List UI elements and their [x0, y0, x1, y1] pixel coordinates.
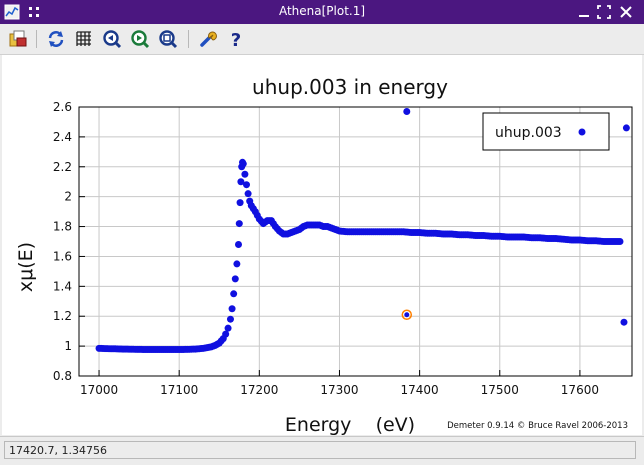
x-tick-label: 17200: [240, 383, 278, 397]
data-point: [235, 220, 243, 228]
x-tick-label: 17100: [160, 383, 198, 397]
y-tick-label: 1: [64, 339, 72, 353]
data-point: [269, 220, 277, 228]
data-point: [622, 124, 630, 132]
x-tick-label: 17300: [320, 383, 358, 397]
legend: uhup.003: [482, 112, 610, 151]
window-menu-icon[interactable]: [26, 4, 42, 20]
data-point: [236, 199, 244, 207]
data-points: [95, 107, 630, 354]
chart-title: uhup.003 in energy: [252, 75, 448, 99]
legend-label: uhup.003: [495, 125, 562, 141]
data-point: [226, 315, 234, 323]
data-point: [239, 160, 247, 168]
y-tick-label: 2.2: [53, 160, 72, 174]
toolbar-separator: [36, 30, 37, 48]
legend-marker: [578, 128, 586, 136]
statusbar: 17420.7, 1.34756: [0, 436, 644, 465]
data-point: [231, 275, 239, 283]
y-axis-label: xμ(E): [15, 242, 37, 292]
minimize-icon[interactable]: [576, 4, 592, 20]
data-point: [241, 170, 249, 178]
maximize-icon[interactable]: [596, 4, 612, 20]
zoom-in-icon[interactable]: [102, 29, 122, 49]
settings-icon[interactable]: [198, 29, 218, 49]
data-point: [403, 107, 411, 115]
y-axis: 0.8 1 1.2 1.4 1.6 1.8 2 2.2 2.4 2.6: [53, 100, 85, 383]
grid-icon[interactable]: [74, 29, 94, 49]
y-tick-label: 2.6: [53, 100, 72, 114]
legend-box: [482, 112, 610, 151]
chart[interactable]: uhup.003 in energy 17000 17100 17200 17300 1…: [2, 55, 642, 436]
zoom-out-icon[interactable]: [130, 29, 150, 49]
data-point: [233, 260, 241, 268]
data-point: [224, 324, 232, 332]
x-tick-label: 17000: [80, 383, 118, 397]
data-point: [243, 181, 251, 189]
svg-text:?: ?: [231, 30, 241, 49]
app-icon: [4, 4, 20, 20]
data-point: [249, 205, 257, 213]
highlight-point: [404, 312, 410, 318]
cursor-coordinates: 17420.7, 1.34756: [4, 441, 636, 459]
data-point: [222, 330, 230, 338]
x-axis: 17000 17100 17200 17300 17400 17500 17600: [80, 370, 599, 397]
x-tick-label: 17400: [401, 383, 439, 397]
data-point: [234, 240, 242, 248]
data-point: [620, 318, 628, 326]
toolbar: ?: [0, 24, 644, 55]
window-title: Athena[Plot.1]: [278, 4, 366, 18]
close-icon[interactable]: [618, 4, 634, 20]
data-point: [230, 290, 238, 298]
zoom-reset-icon[interactable]: [158, 29, 178, 49]
data-point: [253, 211, 261, 219]
highlight-marker: [401, 309, 413, 320]
data-point: [237, 178, 245, 186]
plot-frame: [78, 106, 633, 377]
data-point: [614, 238, 622, 245]
credit-text: Demeter 0.9.14 © Bruce Ravel 2006-2013: [447, 421, 628, 431]
data-point: [228, 305, 236, 313]
y-tick-label: 1.2: [53, 309, 72, 323]
x-tick-label: 17600: [561, 383, 599, 397]
y-tick-label: 2.4: [53, 130, 72, 144]
refresh-icon[interactable]: [46, 29, 66, 49]
y-tick-label: 1.6: [53, 249, 72, 263]
toolbar-separator: [188, 30, 189, 48]
open-icon[interactable]: [8, 29, 28, 49]
plot-area[interactable]: uhup.003 in energy 17000 17100 17200 17300 1…: [2, 55, 642, 436]
y-tick-label: 0.8: [53, 369, 72, 383]
x-tick-label: 17500: [481, 383, 519, 397]
data-point: [244, 190, 252, 198]
data-point: [217, 337, 225, 345]
x-axis-label: Energy (eV): [285, 414, 415, 435]
y-tick-label: 1.4: [53, 279, 72, 293]
y-tick-label: 2: [64, 190, 72, 204]
y-tick-label: 1.8: [53, 220, 72, 234]
help-icon[interactable]: ?: [226, 29, 246, 49]
titlebar: Athena[Plot.1]: [0, 0, 644, 24]
